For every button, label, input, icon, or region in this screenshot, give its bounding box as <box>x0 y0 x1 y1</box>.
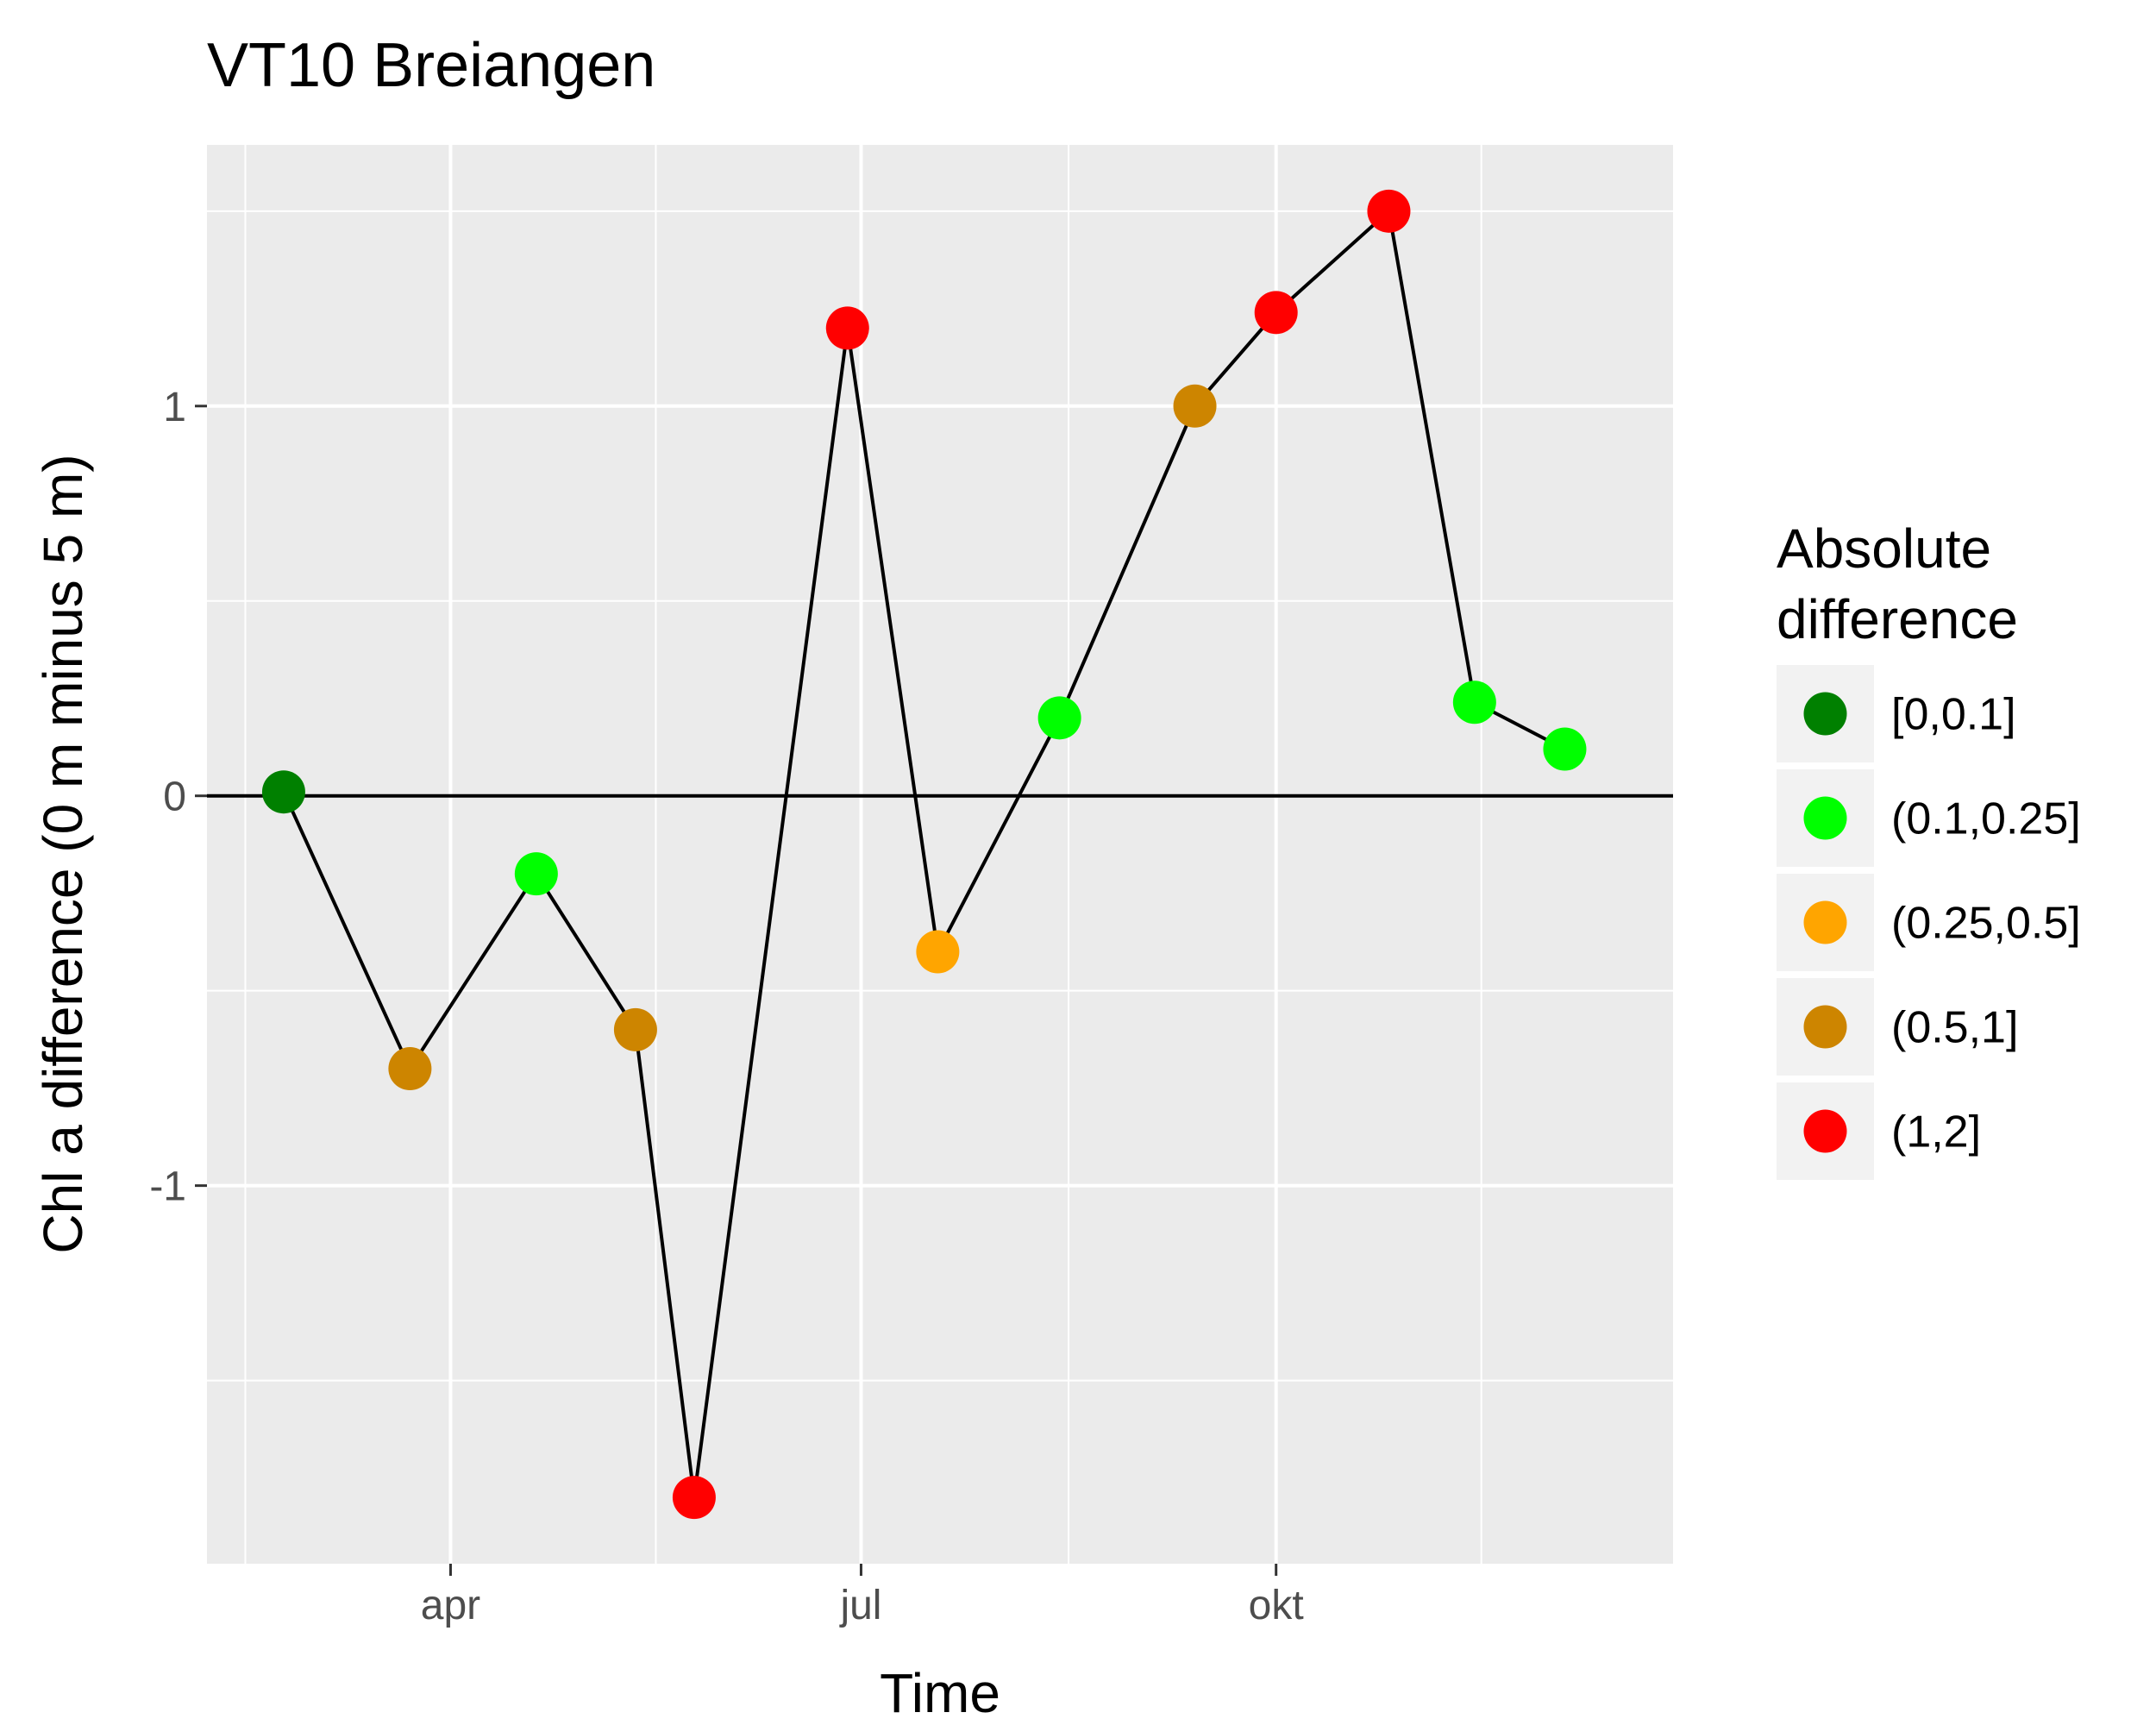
x-axis-title: Time <box>880 1662 1000 1724</box>
x-tick-label: okt <box>1249 1583 1304 1628</box>
y-tick-label: -1 <box>149 1164 186 1210</box>
data-point <box>1452 681 1496 724</box>
legend-item-label: (0.25,0.5] <box>1891 899 2081 949</box>
data-point <box>261 770 305 814</box>
axes: apr jul okt -1 0 1 <box>149 385 1303 1628</box>
data-point <box>916 930 960 974</box>
legend: Absolute difference [0,0.1] (0.1,0.25] (0.… <box>1777 518 2081 1180</box>
x-tick-label: apr <box>421 1583 480 1628</box>
data-point <box>825 306 869 350</box>
data-point <box>672 1476 716 1520</box>
data-point <box>1367 189 1411 233</box>
data-point <box>1037 696 1081 740</box>
legend-key-swatch <box>1803 900 1847 944</box>
legend-item-label: (0.1,0.25] <box>1891 794 2081 844</box>
x-tick-label: jul <box>838 1583 881 1628</box>
legend-item-label: (0.5,1] <box>1891 1003 2018 1053</box>
plot-panel <box>207 145 1673 1564</box>
legend-items: [0,0.1] (0.1,0.25] (0.25,0.5] (0.5,1] (1,2] <box>1777 665 2081 1180</box>
legend-key-swatch <box>1803 1109 1847 1153</box>
data-point <box>388 1047 432 1091</box>
legend-key-swatch <box>1803 692 1847 736</box>
legend-item-label: (1,2] <box>1891 1107 1981 1157</box>
data-point <box>613 1007 657 1051</box>
y-axis-title: Chl a difference (0 m minus 5 m) <box>32 454 94 1253</box>
data-point <box>1543 727 1587 771</box>
data-point <box>514 852 558 896</box>
y-tick-label: 0 <box>163 775 186 820</box>
legend-key-swatch <box>1803 1005 1847 1049</box>
y-tick-label: 1 <box>163 385 186 430</box>
data-point <box>1254 291 1298 335</box>
legend-key-swatch <box>1803 796 1847 840</box>
legend-title-line-1: Absolute <box>1777 518 1991 580</box>
chart-title: VT10 Breiangen <box>207 31 655 100</box>
legend-item-label: [0,0.1] <box>1891 690 2016 740</box>
legend-title-line-2: difference <box>1777 588 2018 650</box>
data-point <box>1173 384 1217 428</box>
data-series <box>207 189 1673 1520</box>
